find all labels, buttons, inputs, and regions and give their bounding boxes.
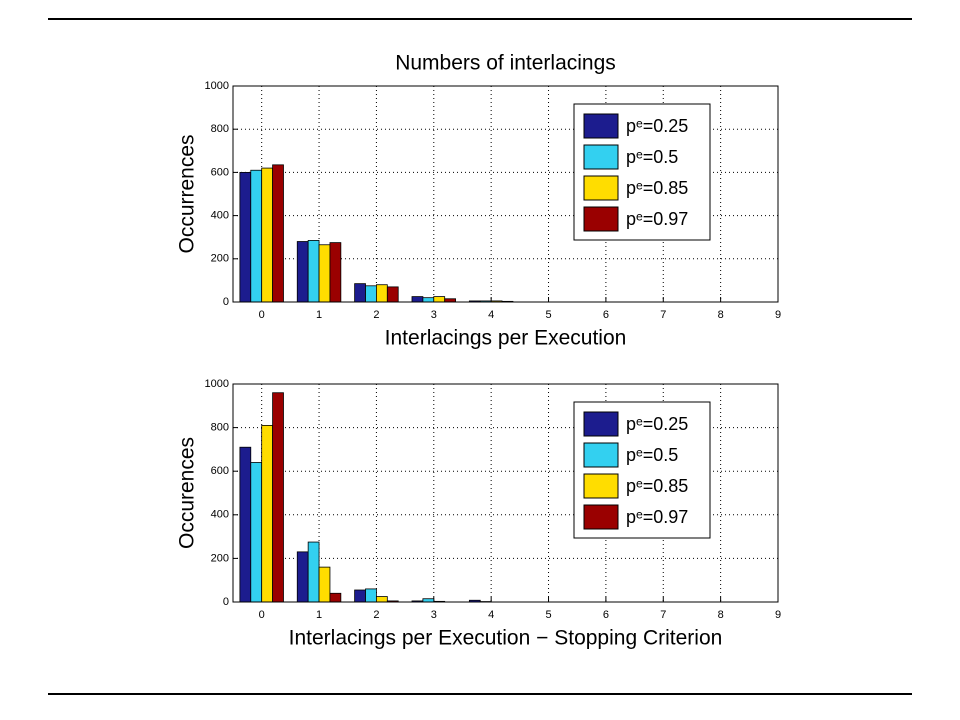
x-tick-label: 1 [316, 609, 322, 621]
x-tick-label: 8 [718, 309, 724, 321]
x-tick-label: 2 [373, 609, 379, 621]
bar [261, 167, 273, 303]
chart-title: Numbers of interlacings [395, 52, 616, 75]
bar [433, 296, 446, 303]
y-axis-label: Occurrences [176, 134, 199, 253]
axes-frame [232, 85, 779, 303]
legend-label: pᵉ=0.25 [626, 116, 688, 136]
bar [365, 285, 377, 303]
x-tick-label: 4 [488, 609, 494, 621]
legend-label: pᵉ=0.5 [626, 445, 678, 465]
bar [250, 462, 263, 603]
y-tick-label: 800 [211, 422, 229, 434]
y-tick-label: 200 [211, 552, 229, 564]
bar [329, 242, 342, 303]
x-tick-label: 5 [545, 609, 551, 621]
x-tick-label: 1 [316, 309, 322, 321]
x-tick-label: 6 [603, 309, 609, 321]
bar [239, 171, 252, 303]
x-tick-label: 7 [660, 309, 666, 321]
legend-swatch [583, 206, 619, 232]
x-tick-label: 3 [431, 609, 437, 621]
bar [296, 241, 309, 303]
bar [376, 596, 388, 603]
y-tick-label: 200 [211, 253, 229, 265]
legend-label: pᵉ=0.97 [626, 507, 688, 527]
x-tick-label: 2 [373, 309, 379, 321]
bar [376, 284, 388, 303]
bar [261, 425, 273, 603]
x-tick-label: 0 [259, 609, 265, 621]
legend-label: pᵉ=0.25 [626, 414, 688, 434]
x-tick-label: 6 [603, 609, 609, 621]
bar [272, 392, 284, 603]
bar [411, 296, 424, 303]
y-tick-label: 1000 [205, 378, 229, 390]
x-tick-label: 4 [488, 309, 494, 321]
bar [318, 566, 331, 603]
x-tick-label: 7 [660, 609, 666, 621]
bar [239, 446, 252, 603]
bar [307, 541, 320, 603]
bar [422, 297, 435, 303]
y-tick-label: 0 [223, 596, 229, 608]
legend-swatch [583, 144, 619, 170]
x-axis-label: Interlacings per Execution [385, 327, 627, 350]
bar [272, 164, 284, 303]
y-tick-label: 600 [211, 465, 229, 477]
y-tick-label: 400 [211, 210, 229, 222]
x-tick-label: 9 [775, 309, 781, 321]
bar [296, 551, 309, 603]
bar [329, 592, 342, 603]
bar [318, 244, 331, 303]
x-tick-label: 9 [775, 609, 781, 621]
y-tick-label: 1000 [205, 80, 229, 92]
legend-swatch [583, 411, 619, 437]
axes-frame [232, 383, 779, 603]
x-axis-label: Interlacings per Execution − Stopping Cr… [289, 627, 723, 650]
y-tick-label: 800 [211, 123, 229, 135]
bar [365, 588, 377, 603]
legend-label: pᵉ=0.5 [626, 147, 678, 167]
legend-swatch [583, 113, 619, 139]
y-tick-label: 0 [223, 296, 229, 308]
y-axis-label: Occurences [176, 437, 199, 549]
legend-swatch [583, 504, 619, 530]
legend-label: pᵉ=0.97 [626, 209, 688, 229]
bar [354, 283, 366, 303]
x-tick-label: 3 [431, 309, 437, 321]
x-tick-label: 0 [259, 309, 265, 321]
bar [307, 240, 320, 303]
legend-label: pᵉ=0.85 [626, 178, 688, 198]
x-tick-label: 5 [545, 309, 551, 321]
y-tick-label: 600 [211, 166, 229, 178]
legend-swatch [583, 175, 619, 201]
bar [250, 169, 263, 303]
legend-swatch [583, 442, 619, 468]
legend-label: pᵉ=0.85 [626, 476, 688, 496]
x-tick-label: 8 [718, 609, 724, 621]
bar [354, 589, 366, 603]
bar [386, 286, 399, 303]
y-tick-label: 400 [211, 509, 229, 521]
legend-swatch [583, 473, 619, 499]
